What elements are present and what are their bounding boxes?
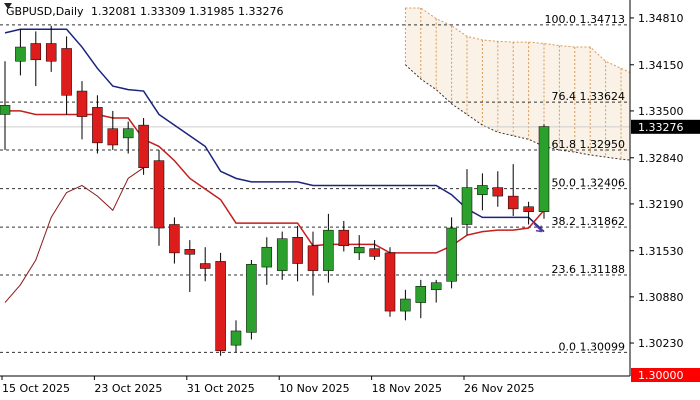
candle-body [538,126,550,212]
price-axis-bg [630,0,700,400]
fib-label: 100.0 1.34713 [545,13,625,26]
candle-body [492,187,504,197]
candle-body [446,227,457,282]
x-tick-label: 15 Oct 2025 [2,382,70,395]
candle-body [184,249,196,255]
chart-title: GBPUSD,Daily 1.32081 1.33309 1.31985 1.3… [6,5,284,18]
ichimoku-cloud [404,7,637,162]
fib-label: 38.2 1.31862 [552,215,625,228]
candle-body [45,43,57,62]
candle-body [230,330,242,346]
low-price-label: 1.30000 [638,369,684,382]
chikou-span [4,167,144,303]
y-tick-label: 1.34150 [638,59,684,72]
x-tick-label: 10 Nov 2025 [279,382,349,395]
candle-body [292,237,303,264]
candle-body [246,263,257,333]
current-price-tag [631,119,700,134]
candle-body [415,285,427,303]
candle-body [107,128,119,146]
candle-body [0,104,11,115]
candle-body [430,282,442,291]
candle-body [276,238,288,271]
y-tick-label: 1.31530 [638,245,684,258]
candle-body [507,195,519,210]
candle-body [30,43,42,61]
fib-label: 50.0 1.32406 [552,177,625,190]
candles [0,25,550,356]
y-tick-label: 1.33500 [638,105,684,118]
y-tick-label: 1.34810 [638,12,684,25]
candle-body [477,185,488,195]
current-price-label: 1.33276 [638,121,684,134]
candle-body [307,245,319,271]
candle-body [138,124,149,168]
y-tick-label: 1.30880 [638,291,684,304]
candle-body [61,48,72,96]
candle-body [523,206,534,212]
low-price-tag [631,368,700,382]
candle-body [169,224,180,254]
kijun-sen [4,28,545,233]
x-tick-label: 23 Oct 2025 [94,382,162,395]
fibonacci-levels: 100.0 1.34713 76.4 1.33624 61.8 1.32950 50.… [0,13,630,353]
x-tick-label: 26 Nov 2025 [464,382,534,395]
candle-body [76,90,88,117]
candle-body [261,246,273,268]
x-tick-label: 18 Nov 2025 [372,382,442,395]
senkou-span-a [405,7,637,76]
candle-body [323,229,334,271]
candle-body [369,248,380,257]
x-tick-label: 31 Oct 2025 [187,382,255,395]
y-tick-label: 1.30230 [638,337,684,350]
candle-body [338,229,350,247]
candle-body [400,298,411,312]
fib-label: 23.6 1.31188 [552,263,625,276]
candle-body [215,261,226,352]
fib-label: 61.8 1.32950 [552,138,625,151]
candle-body [92,107,103,144]
fib-label: 0.0 1.30099 [559,340,625,353]
candle-body [15,46,26,62]
candle-body [461,187,473,225]
candle-body [353,246,365,254]
menu-triangle-icon[interactable] [4,3,12,9]
candle-body [122,128,134,139]
arrow-icon [533,223,543,233]
candle-body [384,252,396,312]
y-tick-label: 1.32190 [638,198,684,211]
y-tick-label: 1.32840 [638,152,684,165]
cloud-fill [405,8,637,161]
fib-label: 76.4 1.33624 [552,90,625,103]
candle-body [153,160,165,229]
candle-body [199,263,211,269]
